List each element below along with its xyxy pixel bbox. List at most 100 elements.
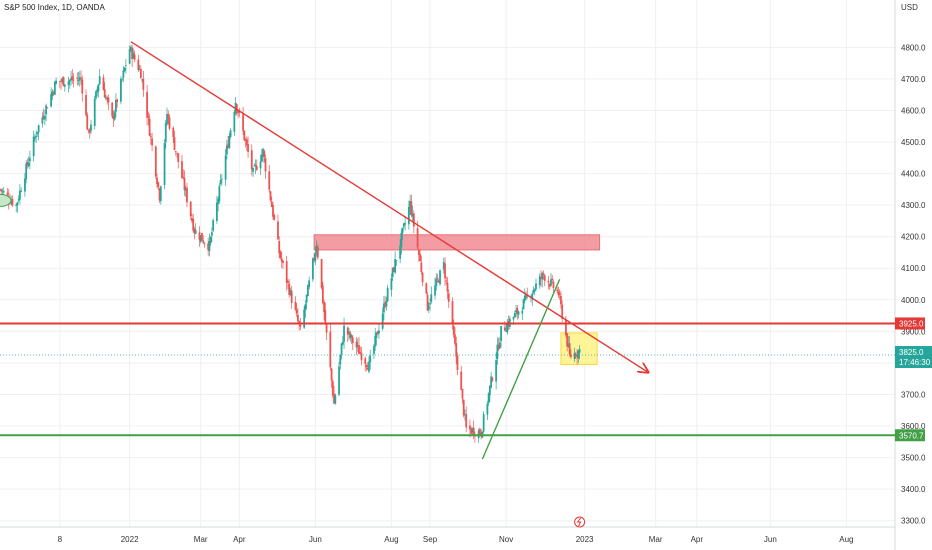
candle-body[interactable] <box>351 337 354 344</box>
candle-body[interactable] <box>202 240 205 243</box>
candle-body[interactable] <box>471 428 474 433</box>
candle-body[interactable] <box>359 352 362 354</box>
candle-body[interactable] <box>385 301 388 307</box>
candle-body[interactable] <box>311 258 314 280</box>
candle-body[interactable] <box>479 428 481 435</box>
candle-body[interactable] <box>11 199 14 206</box>
candle-body[interactable] <box>561 304 564 319</box>
candle-body[interactable] <box>260 154 263 162</box>
candle-body[interactable] <box>10 201 13 204</box>
candle-body[interactable] <box>272 205 274 217</box>
candle-body[interactable] <box>282 260 284 264</box>
candle-body[interactable] <box>81 79 84 94</box>
candle-body[interactable] <box>365 365 368 368</box>
candle-body[interactable] <box>86 114 89 130</box>
supply-zone[interactable] <box>313 234 601 251</box>
candle-body[interactable] <box>76 77 79 79</box>
candle-body[interactable] <box>447 293 450 302</box>
candle-body[interactable] <box>384 302 387 307</box>
candle-body[interactable] <box>547 280 550 283</box>
candle-body[interactable] <box>523 296 526 301</box>
candle-body[interactable] <box>542 273 545 275</box>
candle-body[interactable] <box>93 98 96 127</box>
candle-body[interactable] <box>548 283 551 287</box>
candle-body[interactable] <box>103 89 106 98</box>
candle-body[interactable] <box>29 157 31 162</box>
candle-body[interactable] <box>557 291 560 296</box>
candle-body[interactable] <box>394 259 397 273</box>
candle-body[interactable] <box>303 309 306 328</box>
candle-body[interactable] <box>339 354 342 365</box>
candle-body[interactable] <box>451 301 454 324</box>
candle-body[interactable] <box>264 158 267 172</box>
candle-body[interactable] <box>113 112 116 120</box>
candle-body[interactable] <box>331 381 334 396</box>
candle-body[interactable] <box>381 313 384 329</box>
descending-resistance-trendline[interactable] <box>130 41 648 373</box>
candle-body[interactable] <box>60 80 62 82</box>
candle-body[interactable] <box>235 104 238 112</box>
candle-body[interactable] <box>98 76 101 85</box>
candle-body[interactable] <box>383 303 385 313</box>
candle-body[interactable] <box>525 294 527 299</box>
candle-body[interactable] <box>391 267 394 278</box>
candle-body[interactable] <box>512 316 515 320</box>
candle-body[interactable] <box>20 191 23 192</box>
candle-body[interactable] <box>228 135 231 148</box>
candle-body[interactable] <box>330 368 333 381</box>
candle-body[interactable] <box>491 377 494 381</box>
candle-body[interactable] <box>305 294 308 303</box>
candle-body[interactable] <box>456 355 459 371</box>
candle-body[interactable] <box>166 114 168 124</box>
candle-body[interactable] <box>395 260 398 261</box>
candle-body[interactable] <box>164 122 167 143</box>
candle-body[interactable] <box>374 335 377 347</box>
candle-body[interactable] <box>224 155 227 180</box>
candle-body[interactable] <box>324 310 327 324</box>
candle-body[interactable] <box>495 360 498 382</box>
candle-body[interactable] <box>192 218 195 231</box>
candle-body[interactable] <box>543 275 546 281</box>
candle-body[interactable] <box>133 54 136 60</box>
last-price-badge[interactable] <box>895 346 932 369</box>
candle-body[interactable] <box>24 178 26 192</box>
candle-body[interactable] <box>313 257 316 259</box>
candle-body[interactable] <box>70 78 72 80</box>
candle-body[interactable] <box>96 89 99 93</box>
candle-body[interactable] <box>320 259 323 288</box>
candle-body[interactable] <box>189 201 192 217</box>
candle-body[interactable] <box>211 232 213 236</box>
candle-body[interactable] <box>360 352 363 361</box>
candle-body[interactable] <box>158 188 161 201</box>
candle-body[interactable] <box>411 213 414 217</box>
candle-body[interactable] <box>217 199 220 204</box>
candle-body[interactable] <box>19 190 21 200</box>
candle-body[interactable] <box>454 334 456 344</box>
candle-body[interactable] <box>122 70 125 78</box>
candle-body[interactable] <box>515 310 517 313</box>
candle-body[interactable] <box>321 285 324 304</box>
candle-body[interactable] <box>146 91 148 118</box>
candle-body[interactable] <box>218 185 221 202</box>
candle-body[interactable] <box>35 135 38 137</box>
candle-body[interactable] <box>316 247 319 258</box>
candle-body[interactable] <box>61 78 64 82</box>
candle-body[interactable] <box>464 414 466 416</box>
candle-body[interactable] <box>269 191 272 201</box>
candle-body[interactable] <box>208 241 211 252</box>
candle-body[interactable] <box>445 280 448 282</box>
candle-body[interactable] <box>496 344 499 360</box>
candle-body[interactable] <box>137 59 140 71</box>
candle-body[interactable] <box>62 77 65 86</box>
candle-body[interactable] <box>142 78 145 90</box>
candle-body[interactable] <box>531 293 534 299</box>
candle-body[interactable] <box>67 81 70 86</box>
candle-body[interactable] <box>270 201 273 208</box>
candle-body[interactable] <box>460 371 463 390</box>
candle-body[interactable] <box>541 272 544 280</box>
candle-body[interactable] <box>36 132 39 134</box>
candle-body[interactable] <box>533 289 536 292</box>
candle-body[interactable] <box>71 76 74 81</box>
candle-body[interactable] <box>72 79 75 81</box>
candle-body[interactable] <box>573 352 576 360</box>
